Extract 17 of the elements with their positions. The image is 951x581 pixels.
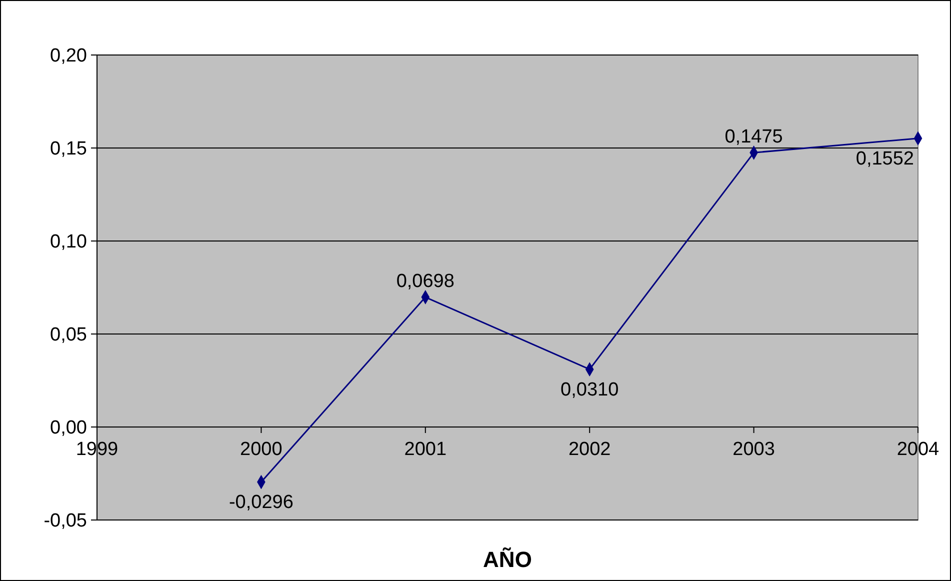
- y-tick-label: 0,00: [50, 418, 87, 439]
- x-tick-label: 2003: [732, 439, 775, 460]
- data-label: 0,1475: [724, 126, 783, 148]
- y-tick-label: 0,05: [50, 324, 87, 346]
- x-tick-label: 2004: [896, 439, 940, 460]
- y-tick-label: 0,15: [50, 138, 87, 160]
- data-label: 0,1552: [856, 148, 914, 170]
- data-label: -0,0296: [228, 492, 294, 514]
- x-axis-title: AÑO: [483, 547, 532, 572]
- data-label: 0,0310: [560, 379, 619, 400]
- y-tick-label: 0,20: [50, 46, 87, 67]
- y-tick-label: -0,05: [44, 510, 87, 532]
- x-tick-label: 2000: [240, 439, 282, 460]
- data-label: 0,0698: [396, 271, 454, 292]
- x-tick-label: 2002: [568, 439, 611, 460]
- y-tick-label: 0,10: [50, 232, 87, 253]
- x-tick-label: 2001: [404, 439, 447, 460]
